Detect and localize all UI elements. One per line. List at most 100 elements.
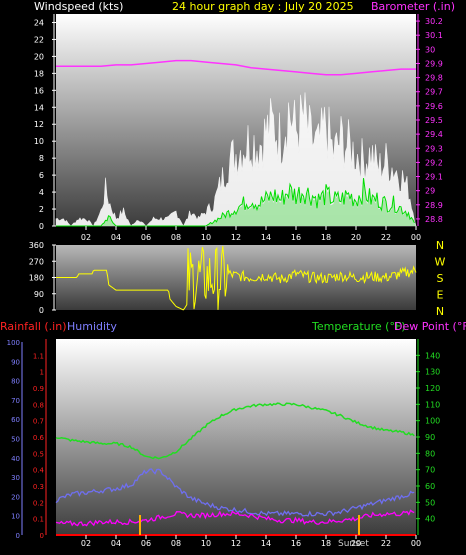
- wind-y-tick-label: 8: [39, 154, 44, 163]
- humidity-y-tick-label: 40: [11, 455, 20, 463]
- rain-y-tick-label: 0.6: [33, 434, 45, 442]
- wind-x-tick-label: 04: [111, 233, 121, 242]
- temp-y-tick-label: 80: [425, 449, 435, 458]
- temp-y-tick-label: 70: [425, 466, 435, 475]
- lower-x-tick-label: 12: [231, 539, 241, 548]
- rain-y-tick-label: 0.5: [33, 450, 44, 458]
- direction-panel-bg: [56, 245, 416, 310]
- dewpoint-series: [55, 509, 415, 527]
- humidity-series: [55, 468, 415, 517]
- rain-y-tick-label: 0.3: [33, 483, 44, 491]
- humidity-y-tick-label: 10: [11, 513, 20, 521]
- chart-title: 24 hour graph day : July 20 2025: [172, 0, 354, 13]
- lower-x-tick-label: 04: [111, 539, 121, 548]
- dir-y-tick-label: 270: [29, 257, 44, 266]
- rain-y-tick-label: 0.7: [33, 418, 44, 426]
- temp-y-tick-label: 110: [425, 400, 440, 409]
- baro-tick-label: 29.2: [425, 158, 443, 167]
- rain-y-tick-label: 1.1: [33, 352, 44, 360]
- compass-label: S: [437, 272, 444, 285]
- wind-x-tick-label: 06: [141, 233, 151, 242]
- wind-average-series: [56, 178, 415, 227]
- rain-y-tick-label: 0.8: [33, 401, 44, 409]
- wind-x-tick-label: 08: [171, 233, 181, 242]
- baro-tick-label: 29.4: [425, 130, 443, 139]
- baro-tick-label: 30: [425, 45, 435, 54]
- wind-x-tick-label: 20: [351, 233, 361, 242]
- wind-y-tick-label: 4: [39, 188, 44, 197]
- humidity-y-tick-label: 30: [11, 474, 20, 482]
- lower-panel: 0 0.1 0.2 0.3 0.4 0.5 0.6 0.7 0.8 0.9 1 1.1 0 10 20 30 4…: [7, 339, 440, 548]
- rain-y-tick-label: 0: [40, 532, 44, 540]
- baro-tick-label: 29.7: [425, 88, 443, 97]
- compass-label: N: [436, 239, 444, 252]
- lower-panel-bg: [56, 339, 416, 535]
- wind-x-tick-label: 12: [231, 233, 241, 242]
- lower-x-tick-label: 00: [411, 539, 421, 548]
- wind-x-tick-label: 18: [321, 233, 331, 242]
- sunset-label: Sunset: [338, 539, 369, 549]
- wind-panel: 02468101214161820222428.828.92929.129.22…: [34, 14, 443, 242]
- baro-tick-label: 29.9: [425, 59, 443, 68]
- barometer-series: [56, 59, 416, 76]
- rainfall-axis-label: Rainfall (.in): [0, 320, 67, 333]
- rain-y-tick-label: 0.9: [33, 385, 44, 393]
- wind-x-tick-label: 22: [381, 233, 391, 242]
- humidity-y-tick-label: 0: [16, 532, 20, 540]
- humidity-y-tick-label: 90: [11, 358, 20, 366]
- wind-y-tick-label: 2: [39, 205, 44, 214]
- lower-x-tick-label: 20: [351, 539, 361, 548]
- wind-x-tick-label: 10: [201, 233, 211, 242]
- baro-tick-label: 30.2: [425, 17, 443, 26]
- wind-y-tick-label: 6: [39, 171, 44, 180]
- compass-label: E: [437, 289, 444, 302]
- lower-x-tick-label: 18: [321, 539, 331, 548]
- wind-y-tick-label: 20: [34, 52, 44, 61]
- wind-x-tick-label: 02: [81, 233, 91, 242]
- wind-y-tick-label: 12: [34, 120, 44, 129]
- dewpoint-axis-label: Dew Point (°F): [394, 320, 466, 333]
- humidity-y-tick-label: 60: [11, 416, 20, 424]
- temp-y-tick-label: 140: [425, 351, 440, 360]
- temperature-axis-label: Temperature (°F): [311, 320, 406, 333]
- lower-x-tick-label: 22: [381, 539, 391, 548]
- temp-y-tick-label: 60: [425, 482, 435, 491]
- wind-y-tick-label: 24: [34, 18, 44, 27]
- wind-y-tick-label: 14: [34, 103, 44, 112]
- direction-series: [56, 245, 417, 311]
- lower-x-tick-label: 10: [201, 539, 211, 548]
- baro-tick-label: 28.8: [425, 215, 443, 224]
- rain-y-tick-label: 0.2: [33, 499, 44, 507]
- dir-y-tick-label: 0: [39, 306, 44, 315]
- baro-tick-label: 29: [425, 187, 435, 196]
- wind-x-tick-label: 14: [261, 233, 271, 242]
- baro-tick-label: 30.1: [425, 31, 443, 40]
- rain-y-tick-label: 0.4: [33, 467, 45, 475]
- temp-y-tick-label: 90: [425, 433, 435, 442]
- lower-x-tick-label: 16: [291, 539, 301, 548]
- lower-x-tick-label: 08: [171, 539, 181, 548]
- baro-tick-label: 29.5: [425, 116, 443, 125]
- wind-y-tick-label: 18: [34, 69, 44, 78]
- lower-x-tick-label: 06: [141, 539, 151, 548]
- compass-label: N: [436, 305, 444, 318]
- compass-label: W: [435, 256, 446, 269]
- wind-x-tick-label: 00: [411, 233, 421, 242]
- temp-y-tick-label: 130: [425, 368, 440, 377]
- lower-x-tick-label: 02: [81, 539, 91, 548]
- wind-y-tick-label: 22: [34, 35, 44, 44]
- wind-average-fill: [56, 182, 416, 226]
- baro-tick-label: 29.6: [425, 102, 443, 111]
- wind-y-tick-label: 0: [39, 222, 44, 231]
- wind-y-tick-label: 10: [34, 137, 44, 146]
- temp-y-tick-label: 100: [425, 417, 440, 426]
- dir-y-tick-label: 90: [34, 290, 44, 299]
- rain-y-tick-label: 1: [40, 369, 44, 377]
- humidity-y-tick-label: 50: [11, 436, 20, 444]
- temp-y-tick-label: 40: [425, 515, 435, 524]
- baro-tick-label: 28.9: [425, 201, 443, 210]
- wind-x-tick-label: 16: [291, 233, 301, 242]
- wind-y-tick-label: 16: [34, 86, 44, 95]
